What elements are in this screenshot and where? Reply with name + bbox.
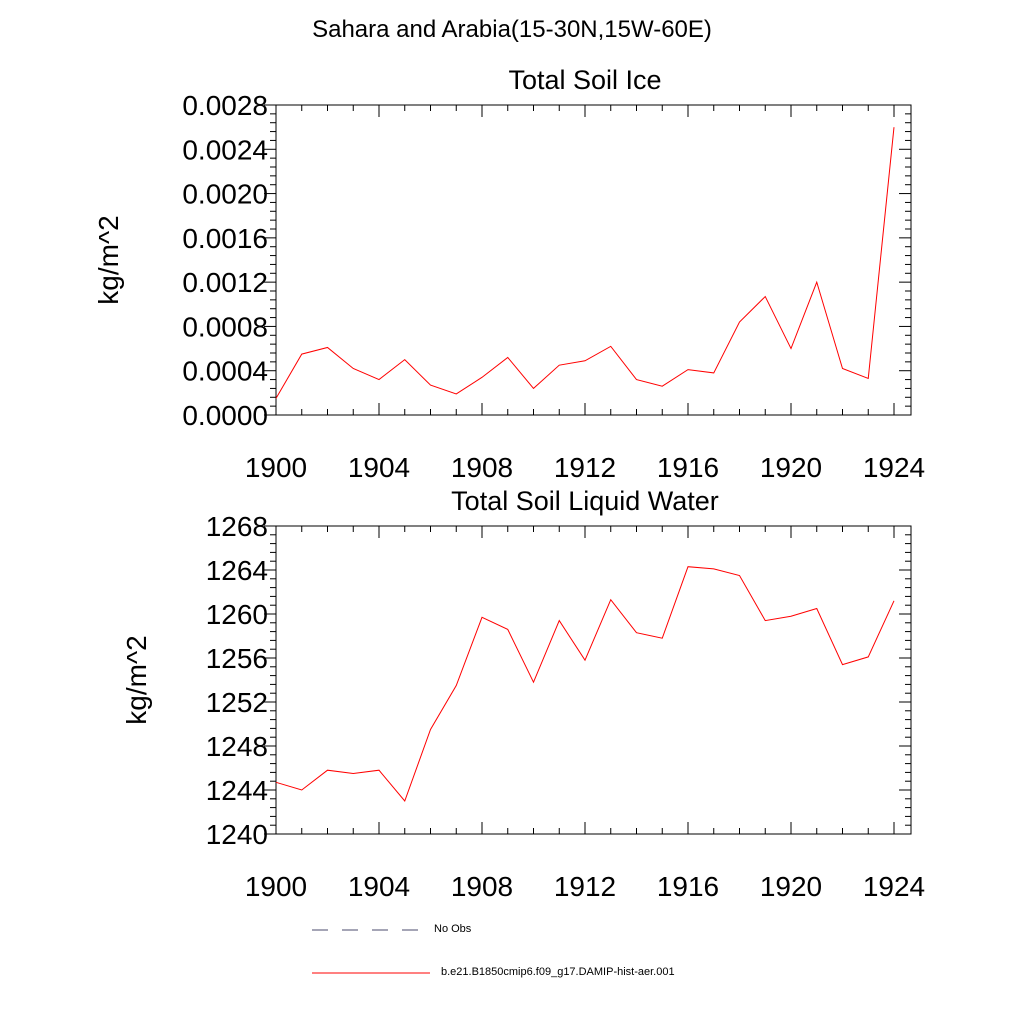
legend-solid-line-icon (312, 972, 430, 974)
y-axis-label: kg/m^2 (93, 215, 124, 304)
y-tick-label: 0.0000 (182, 400, 268, 431)
y-tick-label: 1260 (206, 599, 268, 630)
x-tick-label: 1904 (348, 452, 410, 483)
y-tick-label: 0.0004 (182, 356, 268, 387)
y-tick-label: 0.0008 (182, 311, 268, 342)
x-tick-label: 1908 (451, 452, 513, 483)
series-line (275, 566, 895, 802)
legend-item-no-obs: No Obs (312, 920, 812, 940)
y-tick-label: 1268 (206, 511, 268, 542)
legend-label-model-run: b.e21.B1850cmip6.f09_g17.DAMIP-hist-aer.… (441, 966, 675, 978)
figure-title: Sahara and Arabia(15-30N,15W-60E) (312, 16, 712, 43)
x-tick-label: 1916 (657, 452, 719, 483)
y-tick-label: 1264 (206, 555, 268, 586)
y-tick-label: 0.0020 (182, 179, 268, 210)
legend-dashed-line-icon (312, 929, 430, 931)
x-tick-label: 1924 (863, 871, 925, 902)
plot-frame (275, 104, 912, 416)
x-tick-label: 1920 (760, 452, 822, 483)
legend-item-model-run: b.e21.B1850cmip6.f09_g17.DAMIP-hist-aer.… (312, 963, 812, 983)
y-tick-label: 0.0016 (182, 223, 268, 254)
x-tick-label: 1920 (760, 871, 822, 902)
plot-frame (275, 525, 912, 835)
x-tick-label: 1912 (554, 871, 616, 902)
y-tick-label: 1244 (206, 775, 268, 806)
y-tick-label: 1252 (206, 687, 268, 718)
y-tick-label: 1240 (206, 819, 268, 850)
x-tick-label: 1924 (863, 452, 925, 483)
y-tick-label: 0.0012 (182, 267, 268, 298)
x-tick-label: 1900 (245, 871, 307, 902)
x-tick-label: 1900 (245, 452, 307, 483)
x-tick-label: 1908 (451, 871, 513, 902)
x-tick-label: 1912 (554, 452, 616, 483)
panel-title: Total Soil Liquid Water (451, 486, 719, 516)
y-axis-label: kg/m^2 (121, 635, 152, 724)
y-tick-label: 0.0028 (182, 90, 268, 121)
legend-label-no-obs: No Obs (434, 923, 472, 935)
x-tick-label: 1916 (657, 871, 719, 902)
y-tick-label: 1248 (206, 731, 268, 762)
x-tick-label: 1904 (348, 871, 410, 902)
y-tick-label: 0.0024 (182, 134, 268, 165)
series-line (275, 127, 895, 399)
panel-title: Total Soil Ice (508, 65, 661, 95)
y-tick-label: 1256 (206, 643, 268, 674)
